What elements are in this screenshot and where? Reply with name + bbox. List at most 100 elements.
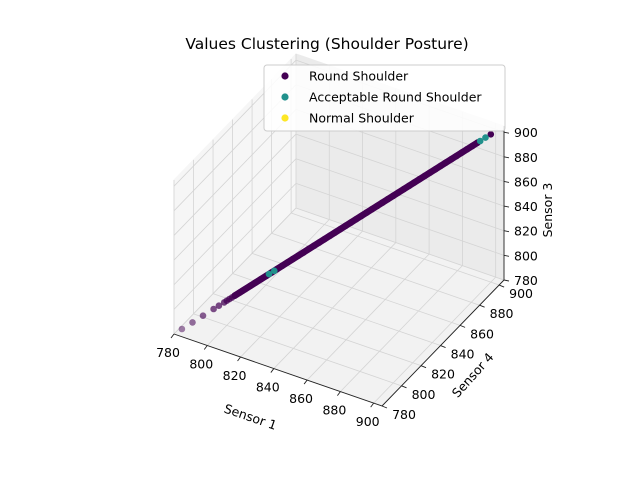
y-tick-mark [479,304,485,308]
point-round-shoulder [231,292,238,300]
y-tick-mark [498,284,505,288]
point-round-shoulder [326,232,334,240]
point-round-shoulder [368,205,376,213]
point-round-shoulder [300,249,307,256]
point-round-shoulder [289,255,297,263]
chart-title: Values Clustering (Shoulder Posture) [185,35,468,53]
point-round-shoulder [342,222,349,230]
x-axis-line [173,333,383,407]
y-tick-label: 780 [392,407,416,422]
point-round-shoulder [374,202,381,210]
x-tick-mark [337,391,341,396]
x-tick-mark [270,368,275,373]
axis-lines [170,126,510,409]
point-round-shoulder [294,252,302,260]
grid-line-y [193,313,402,387]
z-tick-label: 900 [514,125,538,140]
point-round-shoulder [278,262,286,270]
grid-line-x [240,230,363,358]
point-round-shoulder [284,259,291,266]
point-round-shoulder [257,275,265,283]
grid-line-x [306,253,430,381]
grid-line-x [206,219,330,346]
x-tick-mark [370,402,375,408]
point-acceptable-round-shoulder [271,267,278,275]
grid-lines [173,54,505,407]
z-tick-label: 780 [514,273,538,288]
point-round-shoulder [487,131,495,138]
y-tick-mark [420,365,427,369]
point-round-shoulder [469,142,476,150]
grid-line-z [295,207,505,281]
z-tick-mark [503,156,510,159]
y-tick-mark [440,345,446,348]
grid-line-z [295,133,505,207]
z-tick-mark [503,131,510,134]
grid-line-y [212,293,422,367]
x-tick-mark [303,379,308,385]
grid-line-x [340,265,463,392]
point-round-shoulder [432,166,439,173]
point-round-shoulder [199,312,207,320]
point-round-shoulder [400,185,408,193]
point-round-shoulder [331,229,339,236]
y-tick-label: 900 [509,286,533,301]
z-tick-mark [503,254,510,257]
grid-line-z [295,182,505,256]
y-axis-line [381,279,505,407]
grid-line-z [173,133,297,261]
y-tick-mark [381,405,388,409]
point-round-shoulder [458,149,466,156]
x-tick-label: 780 [156,345,180,360]
x-tick-mark [203,345,208,350]
y-tick-mark [459,324,466,328]
point-round-shoulder [453,152,460,160]
z-axis-label: Sensor 3 [540,183,555,238]
z-tick-mark [503,205,510,208]
point-acceptable-round-shoulder [265,270,273,278]
grid-line-z [173,207,297,335]
legend-box [263,64,506,132]
legend-marker-acceptable-round-shoulder [281,93,289,101]
grid-line-x [373,276,496,404]
point-round-shoulder [352,215,360,223]
point-round-shoulder [463,146,471,153]
y-tick-label: 800 [412,387,436,402]
legend-label-round-shoulder: Round Shoulder [309,69,409,84]
z-tick-label: 880 [514,150,538,165]
point-acceptable-round-shoulder [482,134,489,141]
y-tick-label: 880 [490,306,514,321]
point-round-shoulder [242,285,249,293]
x-tick-label: 880 [322,403,346,418]
point-round-shoulder [252,279,260,286]
y-tick-mark [401,385,407,389]
z-tick-label: 860 [514,174,538,189]
point-round-shoulder [363,209,371,216]
x-tick-label: 800 [189,357,213,372]
z-tick-mark [503,279,510,282]
point-round-shoulder [347,219,355,226]
point-acceptable-round-shoulder [476,137,484,145]
point-round-shoulder [421,172,429,180]
grid-line-z [173,183,297,310]
grid-line-y [232,273,441,346]
x-tick-label: 820 [223,368,247,383]
y-tick-label: 840 [451,347,475,362]
grid-line-x [273,242,397,369]
point-round-shoulder [315,239,323,246]
point-round-shoulder [437,162,444,170]
point-round-shoulder [379,199,386,206]
x-axis-label: Sensor 1 [222,401,279,433]
point-round-shoulder [178,325,186,333]
legend-label-normal-shoulder: Normal Shoulder [309,111,415,126]
legend-marker-normal-shoulder [281,114,289,122]
point-round-shoulder [416,175,423,183]
x-tick-mark [237,356,241,362]
grid-line-y [271,232,480,306]
point-round-shoulder [189,319,196,326]
y-tick-label: 860 [470,326,494,341]
z-tick-label: 820 [514,224,538,239]
point-round-shoulder [247,282,254,290]
